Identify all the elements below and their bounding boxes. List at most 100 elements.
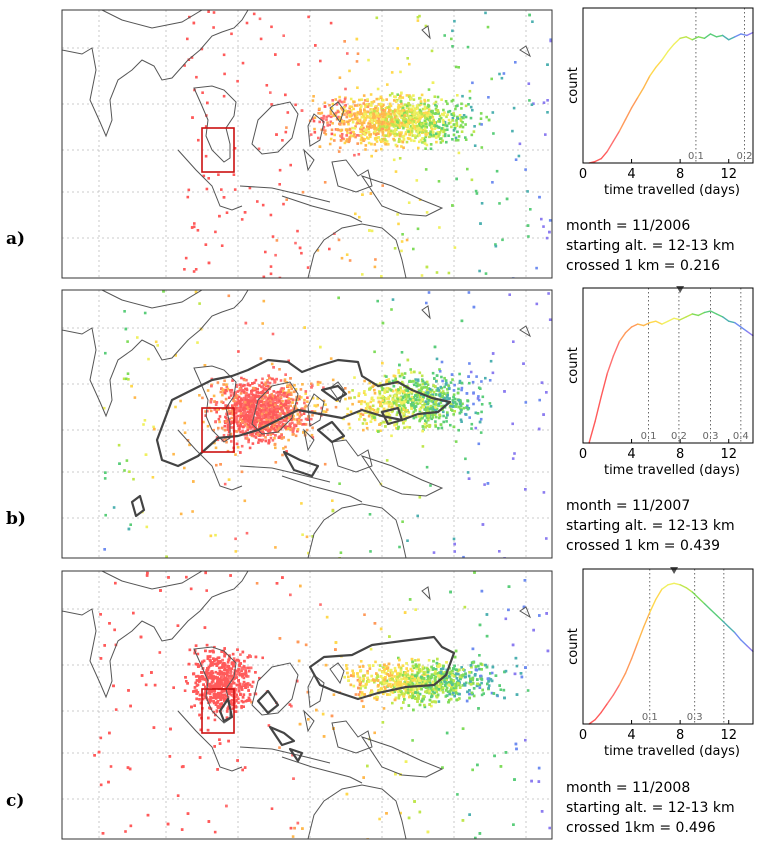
trajectory-dot — [376, 114, 379, 118]
trajectory-dot — [442, 113, 445, 117]
trajectory-dot — [377, 130, 381, 134]
trajectory-dot — [373, 130, 377, 133]
trajectory-dot — [375, 16, 379, 20]
trajectory-dot — [431, 400, 435, 404]
trajectory-dot — [437, 426, 440, 430]
trajectory-dot — [298, 246, 302, 250]
trajectory-dot — [269, 408, 273, 412]
trajectory-dot — [526, 190, 529, 193]
trajectory-dot — [251, 403, 254, 406]
panel-info-line: month = 11/2007 — [566, 498, 690, 514]
trajectory-dot — [346, 413, 349, 416]
trajectory-dot — [416, 379, 420, 382]
trajectory-dot — [215, 463, 218, 467]
trajectory-dot — [431, 371, 435, 375]
trajectory-dot — [376, 126, 380, 130]
trajectory-dot — [387, 131, 391, 134]
trajectory-dot — [217, 426, 220, 430]
trajectory-dot — [240, 402, 244, 405]
trajectory-dot — [289, 428, 292, 432]
trajectory-dot — [524, 168, 527, 171]
trajectory-dot — [415, 384, 419, 388]
trajectory-dot — [484, 376, 487, 380]
trajectory-dot — [388, 414, 392, 417]
trajectory-dot — [425, 424, 429, 428]
trajectory-dot — [274, 414, 278, 417]
trajectory-dot — [114, 643, 118, 647]
trajectory-dot — [407, 117, 411, 120]
trajectory-dot — [432, 118, 435, 122]
trajectory-dot — [427, 88, 431, 91]
trajectory-dot — [240, 408, 244, 411]
trajectory-dot — [257, 400, 261, 403]
trajectory-dot — [248, 401, 252, 405]
trajectory-dot — [248, 405, 252, 408]
trajectory-dot — [366, 98, 369, 101]
trajectory-dot — [273, 442, 277, 446]
trajectory-dot — [439, 423, 443, 426]
trajectory-dot — [386, 390, 389, 393]
trajectory-dot — [386, 387, 390, 390]
trajectory-dot — [220, 400, 223, 404]
x-axis-label: time travelled (days) — [604, 463, 740, 478]
trajectory-dot — [452, 129, 456, 132]
trajectory-dot — [478, 420, 482, 424]
trajectory-dot — [362, 114, 365, 118]
trajectory-dot — [406, 399, 410, 403]
trajectory-dot — [311, 426, 314, 430]
count-curve-segment — [691, 36, 700, 41]
trajectory-dot — [462, 406, 466, 410]
trajectory-dot — [456, 138, 460, 142]
trajectory-dot — [277, 436, 281, 439]
trajectory-dot — [487, 118, 491, 122]
trajectory-dot — [261, 389, 265, 393]
trajectory-dot — [445, 401, 449, 405]
trajectory-dot — [385, 380, 388, 384]
trajectory-dot — [430, 121, 433, 125]
trajectory-dot — [273, 436, 276, 440]
x-tick-label: 4 — [627, 167, 635, 182]
trajectory-dot — [253, 387, 256, 390]
trajectory-dot — [364, 148, 367, 151]
trajectory-dot — [436, 109, 440, 112]
trajectory-dot — [370, 397, 374, 400]
trajectory-dot — [273, 381, 276, 384]
trajectory-dot — [457, 398, 460, 402]
trajectory-dot — [446, 411, 449, 414]
trajectory-dot — [363, 109, 366, 113]
trajectory-dot — [399, 140, 403, 143]
trajectory-dot — [235, 394, 239, 398]
trajectory-dot — [269, 396, 272, 399]
trajectory-dot — [387, 127, 391, 131]
trajectory-dot — [472, 305, 476, 309]
trajectory-dot — [191, 510, 194, 513]
trajectory-dot — [214, 533, 217, 537]
trajectory-dot — [304, 404, 308, 408]
trajectory-dot — [261, 203, 265, 207]
trajectory-dot — [266, 379, 269, 382]
trajectory-dot — [406, 137, 410, 140]
trajectory-dot — [152, 425, 155, 429]
trajectory-dot — [424, 147, 427, 150]
trajectory-dot — [435, 690, 439, 694]
count-curve-segment — [709, 33, 718, 38]
trajectory-dot — [375, 109, 379, 113]
trajectory-dot — [459, 119, 463, 123]
trajectory-dot — [257, 401, 260, 404]
trajectory-dot — [289, 163, 292, 167]
trajectory-dot — [385, 401, 389, 405]
trajectory-dot — [387, 111, 390, 114]
trajectory-dot — [262, 420, 265, 424]
trajectory-dot — [329, 357, 333, 360]
trajectory-dot — [364, 116, 368, 120]
trajectory-dot — [451, 399, 455, 402]
trajectory-dot — [287, 406, 290, 409]
trajectory-dot — [279, 414, 282, 417]
trajectory-dot — [367, 130, 371, 134]
trajectory-dot — [396, 389, 400, 393]
trajectory-dot — [446, 128, 449, 131]
trajectory-dot — [440, 112, 444, 116]
trajectory-dot — [435, 271, 439, 274]
trajectory-dot — [411, 380, 414, 383]
trajectory-dot — [504, 617, 508, 621]
